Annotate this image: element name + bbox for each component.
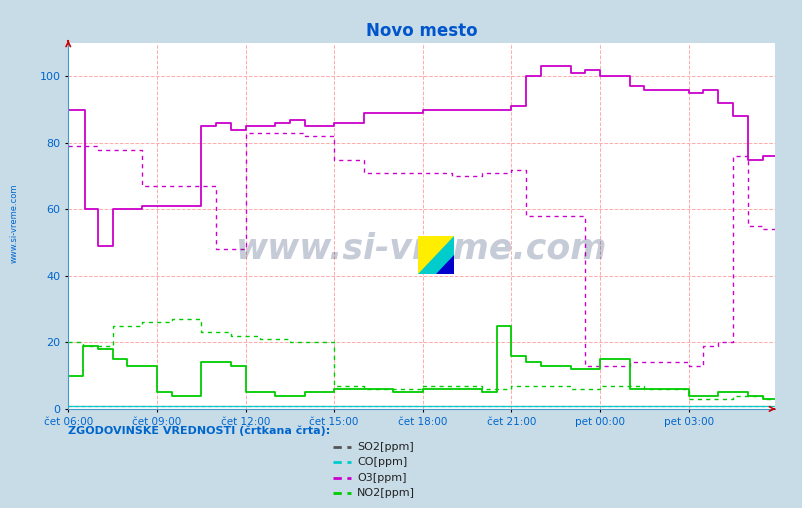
Text: SO2[ppm]: SO2[ppm]	[357, 442, 414, 452]
Polygon shape	[435, 255, 453, 274]
Text: www.si-vreme.com: www.si-vreme.com	[10, 184, 18, 263]
Text: www.si-vreme.com: www.si-vreme.com	[236, 231, 606, 265]
Polygon shape	[417, 236, 453, 274]
Polygon shape	[417, 236, 453, 274]
Text: O3[ppm]: O3[ppm]	[357, 472, 407, 483]
Title: Novo mesto: Novo mesto	[365, 22, 477, 40]
Text: ZGODOVINSKE VREDNOSTI (črtkana črta):: ZGODOVINSKE VREDNOSTI (črtkana črta):	[68, 426, 330, 436]
Text: NO2[ppm]: NO2[ppm]	[357, 488, 415, 498]
Text: CO[ppm]: CO[ppm]	[357, 457, 407, 467]
